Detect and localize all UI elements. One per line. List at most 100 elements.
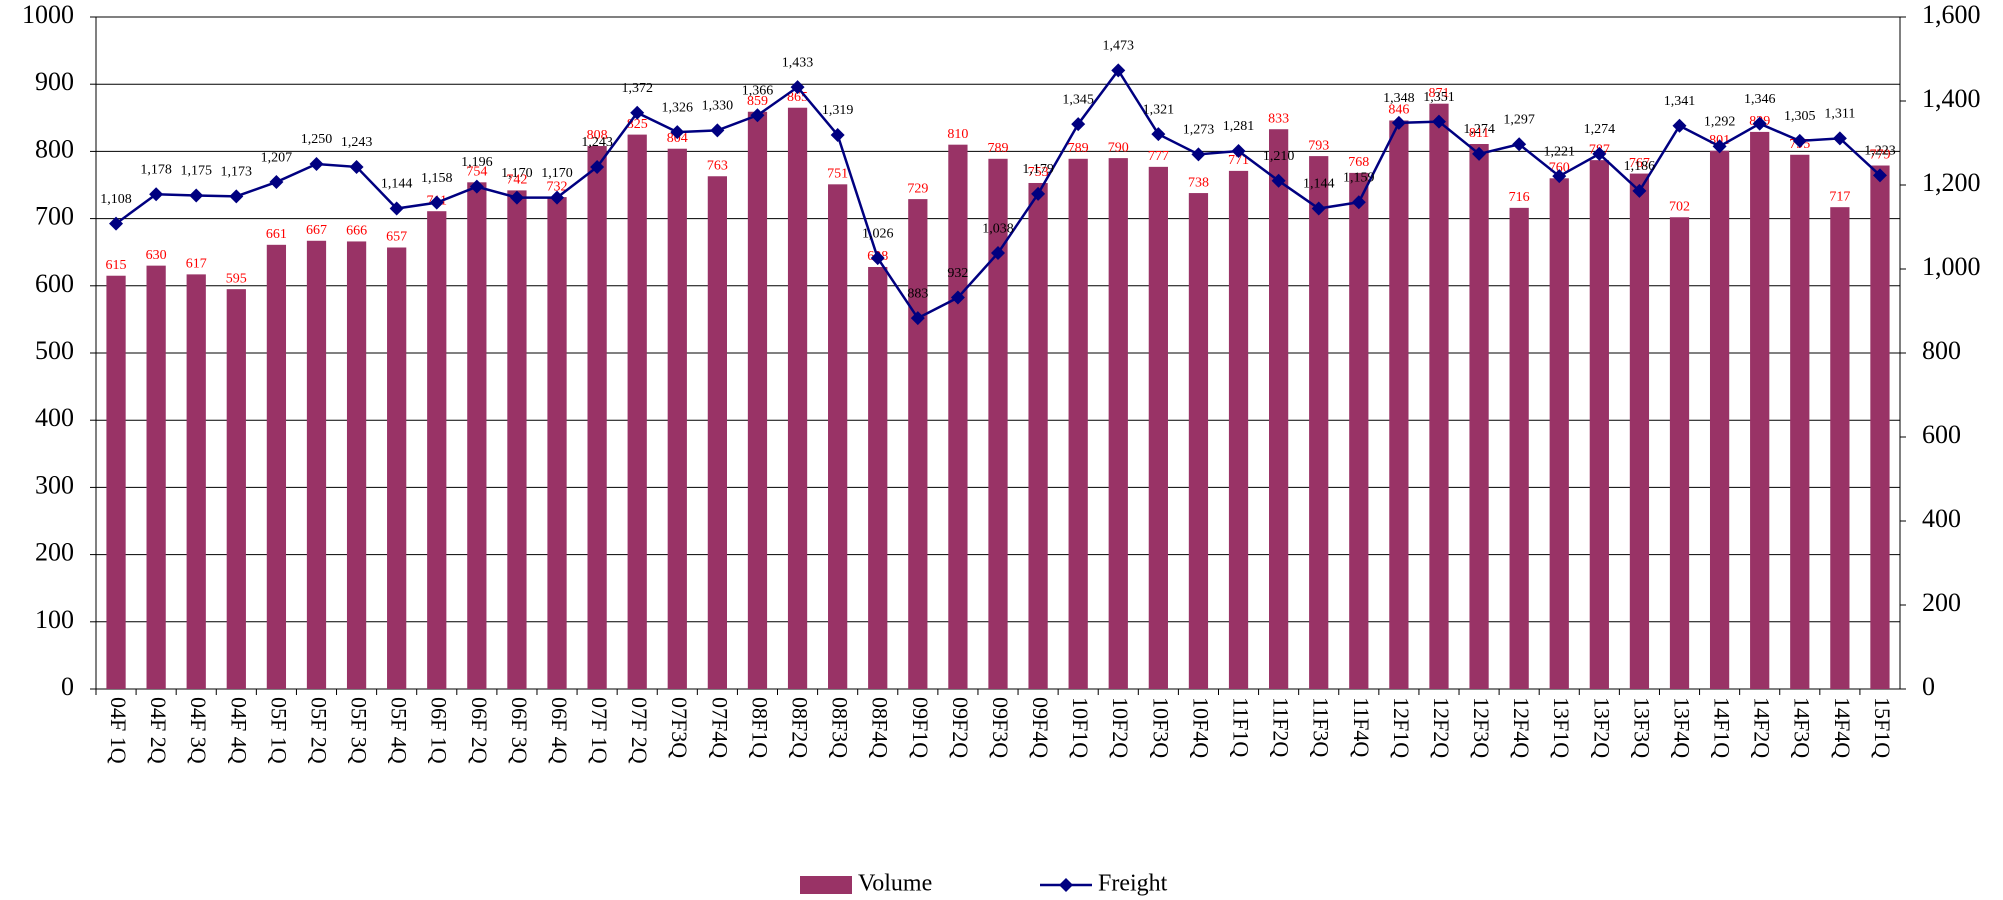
- data-label: 763: [707, 158, 728, 173]
- data-label: 932: [947, 266, 968, 281]
- data-label: 1,305: [1784, 109, 1816, 124]
- bar: [1629, 173, 1650, 690]
- data-label: 767: [1629, 156, 1650, 171]
- data-label: 771: [1228, 153, 1249, 168]
- x-tick-label: 07F 2Q: [627, 697, 652, 764]
- x-tick-label: 10F3Q: [1148, 697, 1173, 758]
- data-label: 1,170: [501, 166, 533, 181]
- x-tick-label: 08F2Q: [788, 697, 813, 758]
- bar: [747, 111, 768, 689]
- bar: [1750, 131, 1770, 690]
- marker: [229, 189, 244, 204]
- data-label: 793: [1308, 138, 1329, 153]
- x-tick-label: 14F3Q: [1790, 697, 1815, 758]
- x-tick-label: 11F4Q: [1349, 697, 1374, 757]
- x-tick-label: 09F3Q: [988, 697, 1013, 758]
- bar: [266, 244, 287, 690]
- data-label: 1,243: [581, 135, 613, 150]
- bar: [1028, 182, 1048, 689]
- marker: [1712, 139, 1727, 154]
- bar: [1228, 170, 1249, 689]
- data-label: 871: [1428, 86, 1449, 101]
- data-label: 1,321: [1143, 102, 1175, 117]
- bar: [1269, 129, 1289, 689]
- data-label: 859: [747, 94, 768, 109]
- x-tick-label: 07F4Q: [707, 697, 732, 758]
- x-tick-label: 13F2Q: [1589, 697, 1614, 758]
- legend-marker: [1059, 878, 1073, 892]
- data-label: 1,178: [140, 162, 172, 177]
- marker: [1391, 115, 1406, 130]
- bar: [1389, 120, 1409, 690]
- x-tick-label: 10F4Q: [1188, 697, 1213, 758]
- marker: [750, 108, 765, 123]
- y-tick-label: 200: [35, 538, 74, 567]
- marker: [269, 175, 284, 190]
- marker: [1351, 195, 1366, 210]
- marker: [509, 190, 524, 205]
- x-tick-label: 04F 1Q: [106, 697, 131, 764]
- data-label: 661: [266, 227, 287, 242]
- bar: [587, 146, 607, 690]
- x-tick-label: 14F1Q: [1710, 697, 1735, 758]
- data-label: 595: [226, 271, 247, 286]
- x-tick-label: 05F 2Q: [306, 697, 331, 764]
- bar: [186, 274, 206, 689]
- x-tick-label: 11F2Q: [1269, 697, 1294, 757]
- data-label: 1,159: [1343, 170, 1375, 185]
- x-tick-label: 13F1Q: [1549, 697, 1574, 758]
- x-tick-label: 05F 1Q: [266, 697, 291, 764]
- marker: [710, 123, 725, 138]
- data-label: 732: [547, 179, 568, 194]
- bar: [306, 240, 327, 689]
- bar: [627, 134, 647, 690]
- legend-label: Volume: [858, 871, 932, 897]
- x-tick-label: 08F1Q: [747, 697, 772, 758]
- marker: [349, 159, 364, 174]
- x-tick-label: 08F4Q: [868, 697, 893, 758]
- x-tick-label: 12F4Q: [1509, 697, 1534, 758]
- x-tick-label: 06F 2Q: [467, 697, 492, 764]
- y-tick-label: 500: [35, 336, 74, 365]
- x-tick-label: 15F1Q: [1870, 697, 1895, 758]
- marker: [1311, 201, 1326, 216]
- x-tick-label: 05F 3Q: [347, 697, 372, 764]
- y2-tick-label: 400: [1922, 504, 1961, 533]
- x-tick-label: 12F2Q: [1429, 697, 1454, 758]
- data-label: 738: [1188, 175, 1209, 190]
- bar: [1309, 156, 1329, 689]
- data-label: 615: [106, 258, 127, 273]
- marker: [109, 216, 124, 231]
- data-label: 1,243: [341, 135, 373, 150]
- data-label: 1,326: [662, 100, 694, 115]
- data-label: 657: [386, 230, 407, 245]
- bar: [908, 199, 928, 689]
- marker: [1792, 133, 1807, 148]
- data-label: 1,346: [1744, 92, 1776, 107]
- marker: [1031, 186, 1046, 201]
- data-label: 1,372: [621, 81, 653, 96]
- x-tick-label: 11F3Q: [1309, 697, 1334, 757]
- data-label: 1,173: [221, 165, 253, 180]
- data-label: 1,297: [1503, 112, 1535, 127]
- bar: [467, 182, 487, 689]
- marker: [670, 125, 685, 140]
- bar: [1429, 103, 1449, 690]
- marker: [1111, 63, 1126, 78]
- y-tick-label: 100: [35, 605, 74, 634]
- data-label: 1,292: [1704, 115, 1736, 130]
- data-label: 789: [1068, 141, 1089, 156]
- x-tick-label: 12F1Q: [1389, 697, 1414, 758]
- data-label: 666: [346, 224, 367, 239]
- bar: [1509, 207, 1529, 689]
- data-label: 1,319: [822, 103, 854, 118]
- data-label: 702: [1669, 199, 1690, 214]
- marker: [910, 311, 925, 326]
- x-tick-label: 04F 2Q: [146, 697, 171, 764]
- data-label: 1,311: [1824, 107, 1855, 122]
- data-label: 1,186: [1624, 159, 1656, 174]
- bar: [828, 184, 848, 689]
- marker: [790, 80, 805, 95]
- bar: [387, 247, 407, 689]
- data-label: 1,274: [1584, 122, 1616, 137]
